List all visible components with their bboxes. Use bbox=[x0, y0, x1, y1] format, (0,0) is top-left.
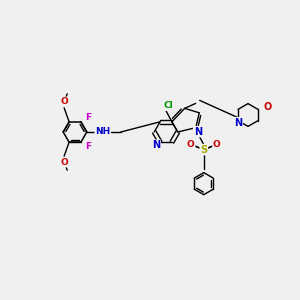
Text: N: N bbox=[152, 140, 160, 150]
Text: O: O bbox=[264, 102, 272, 112]
Text: N: N bbox=[194, 127, 202, 136]
Text: S: S bbox=[200, 145, 207, 154]
Text: O: O bbox=[60, 158, 68, 167]
Text: Cl: Cl bbox=[163, 101, 173, 110]
Text: F: F bbox=[85, 113, 91, 122]
Text: NH: NH bbox=[95, 128, 110, 136]
Text: O: O bbox=[60, 97, 68, 106]
Text: O: O bbox=[213, 140, 221, 149]
Text: O: O bbox=[187, 140, 195, 149]
Text: F: F bbox=[85, 142, 91, 151]
Text: N: N bbox=[234, 118, 242, 128]
